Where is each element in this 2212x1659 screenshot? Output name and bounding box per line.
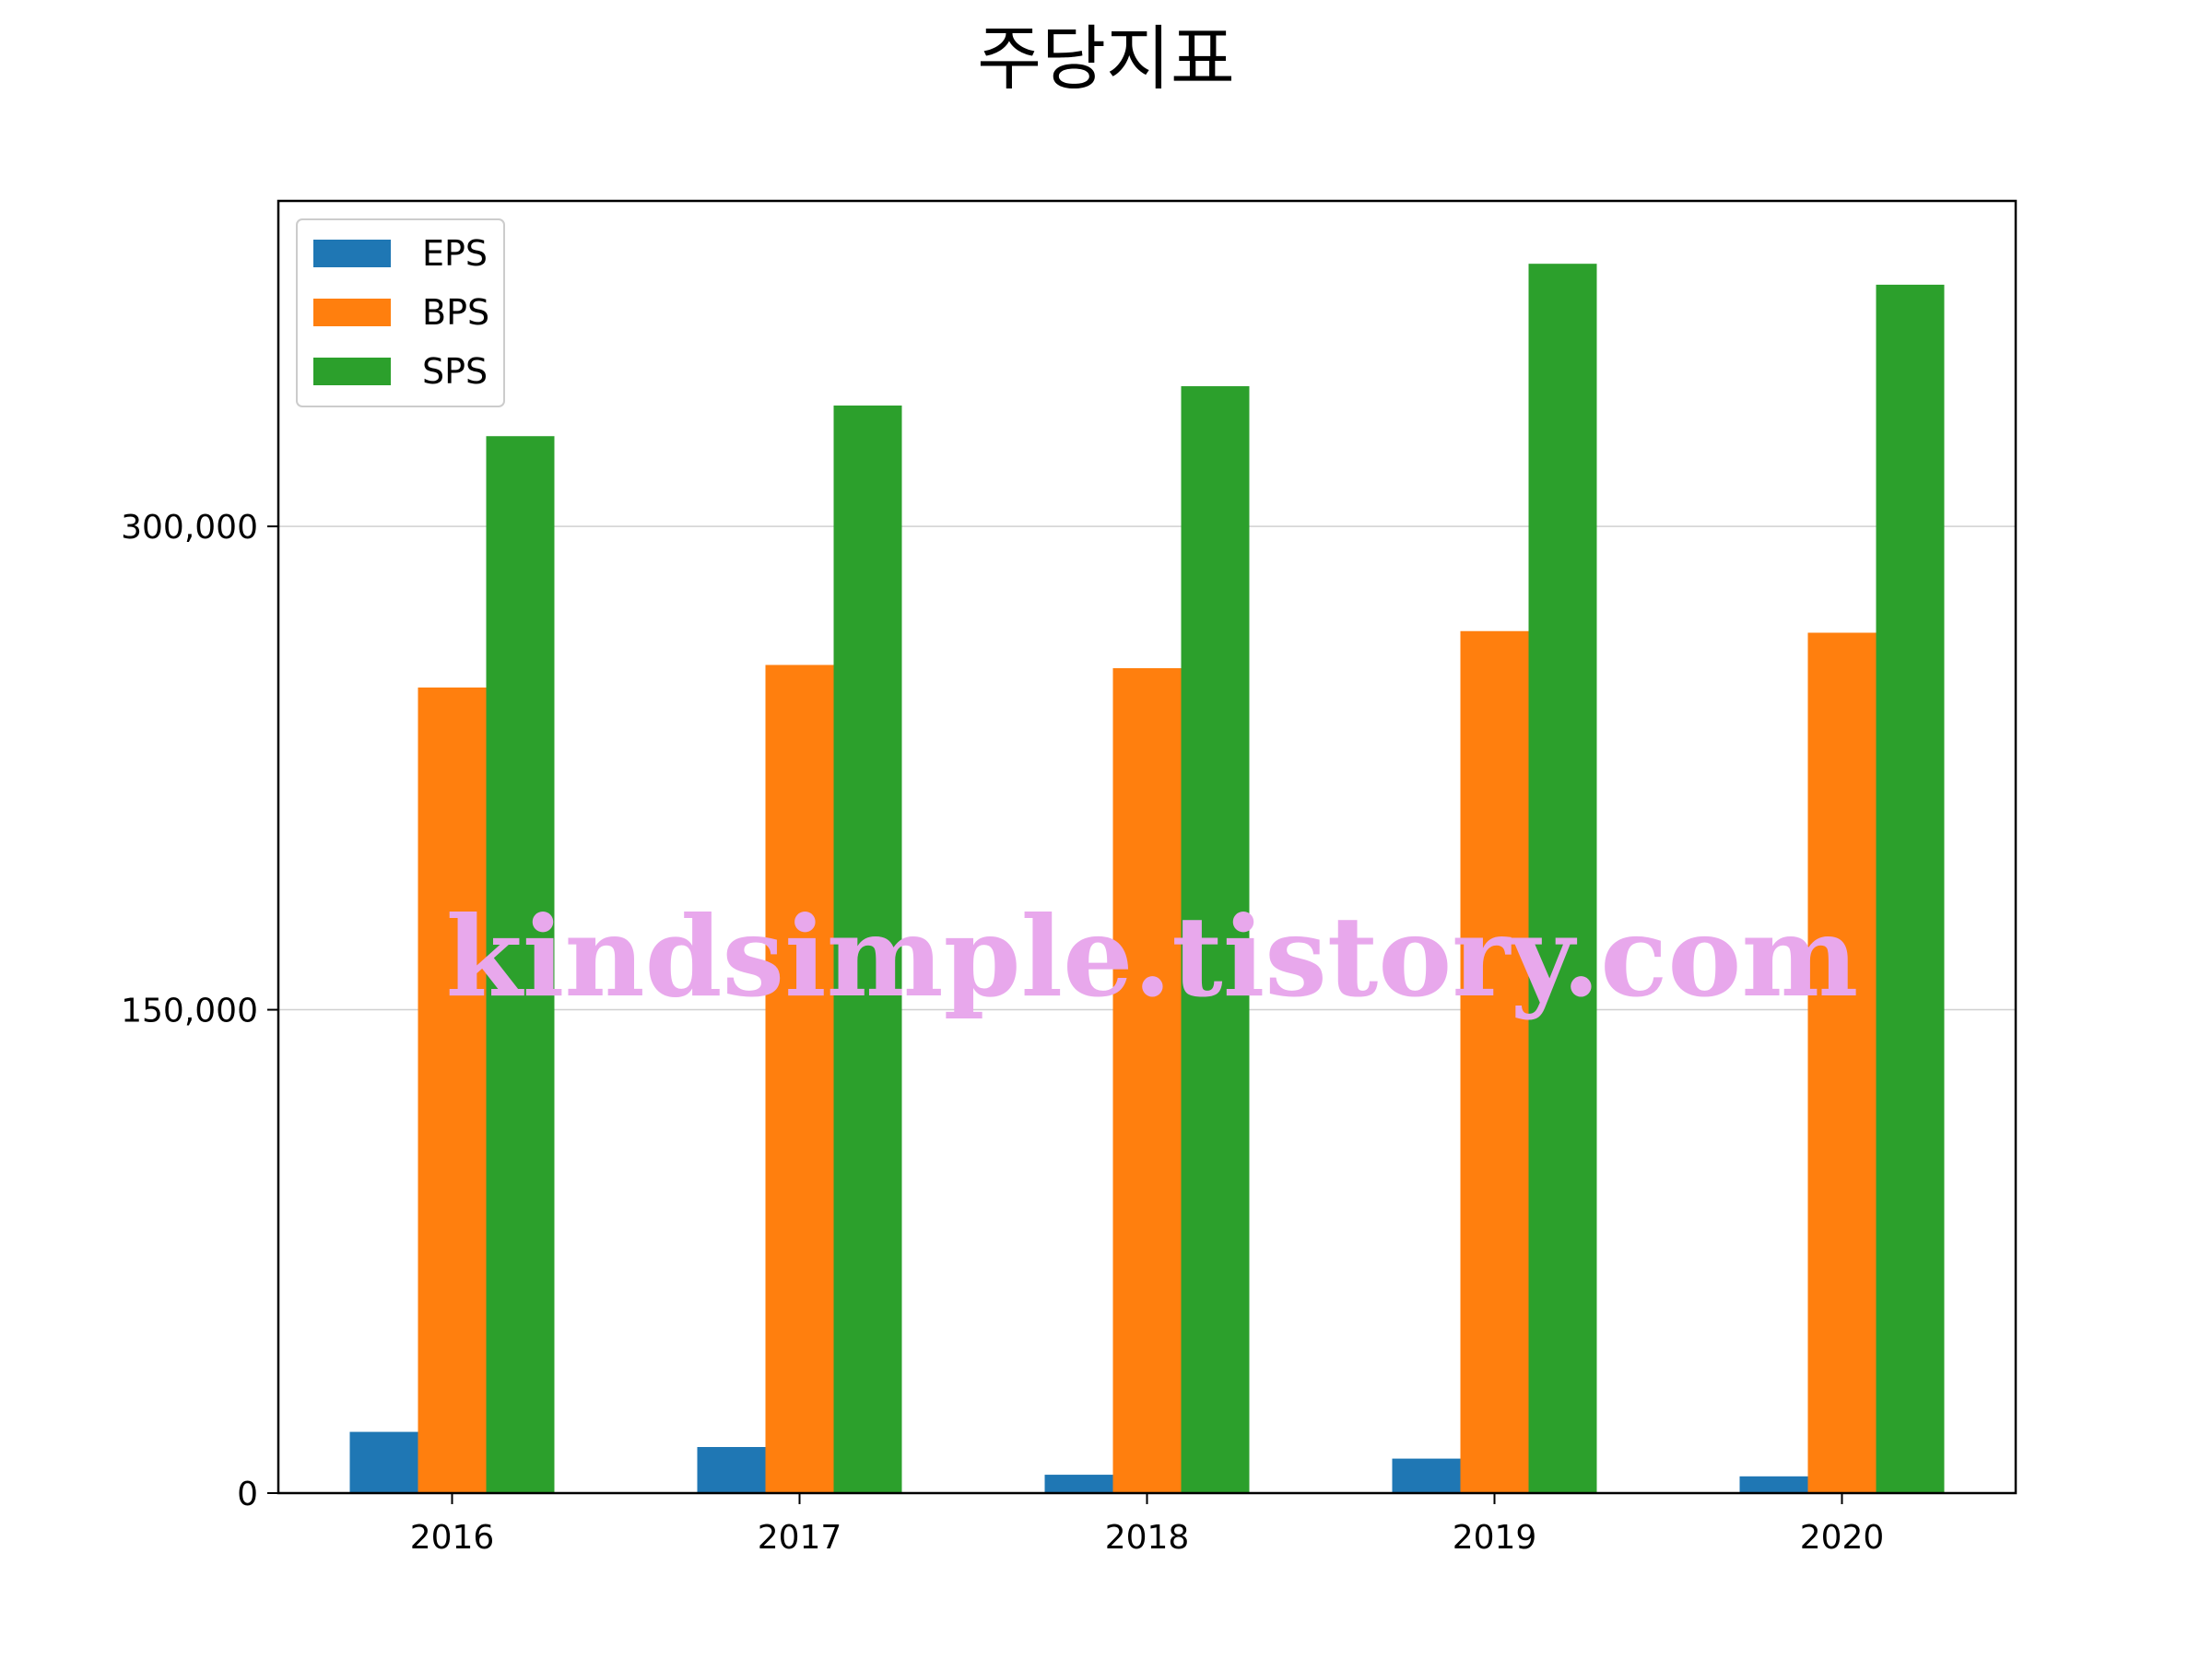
- bar-bps-2020: [1807, 632, 1877, 1493]
- x-tick-label: 2018: [1105, 1519, 1190, 1557]
- bar-eps-2018: [1044, 1475, 1113, 1493]
- bar-sps-2020: [1876, 284, 1945, 1494]
- bar-bps-2017: [765, 665, 834, 1493]
- bar-eps-2017: [697, 1447, 766, 1493]
- legend-swatch-bps: [313, 299, 391, 326]
- legend-label-eps: EPS: [422, 233, 488, 274]
- y-axis: 0 150,000 300,000: [121, 509, 278, 1513]
- y-tick-label: 0: [237, 1476, 258, 1513]
- bar-sps-2016: [486, 436, 555, 1493]
- bar-eps-2020: [1739, 1476, 1808, 1493]
- bar-sps-2019: [1528, 264, 1597, 1494]
- legend: EPS BPS SPS: [296, 218, 505, 407]
- watermark: kindsimple.tistory.com: [446, 892, 1859, 1022]
- x-tick-label: 2020: [1800, 1519, 1885, 1557]
- x-tick-label: 2016: [410, 1519, 495, 1557]
- x-axis: 2016 2017 2018 2019 2020: [410, 1493, 1885, 1557]
- bar-bps-2016: [418, 687, 487, 1493]
- bar-sps-2018: [1181, 386, 1250, 1493]
- legend-label-bps: BPS: [422, 292, 489, 333]
- x-tick-label: 2017: [758, 1519, 842, 1557]
- bars: [349, 264, 1945, 1494]
- bar-bps-2018: [1112, 667, 1182, 1493]
- y-tick-label: 300,000: [121, 509, 258, 547]
- x-tick-label: 2019: [1453, 1519, 1537, 1557]
- legend-label-sps: SPS: [422, 351, 488, 392]
- y-tick-label: 150,000: [121, 993, 258, 1030]
- bar-eps-2016: [349, 1431, 418, 1493]
- chart-title: 주당지표: [977, 18, 1235, 100]
- bar-eps-2019: [1392, 1458, 1461, 1493]
- legend-swatch-sps: [313, 358, 391, 385]
- bar-sps-2017: [833, 406, 902, 1494]
- bar-bps-2019: [1460, 630, 1529, 1493]
- legend-swatch-eps: [313, 240, 391, 267]
